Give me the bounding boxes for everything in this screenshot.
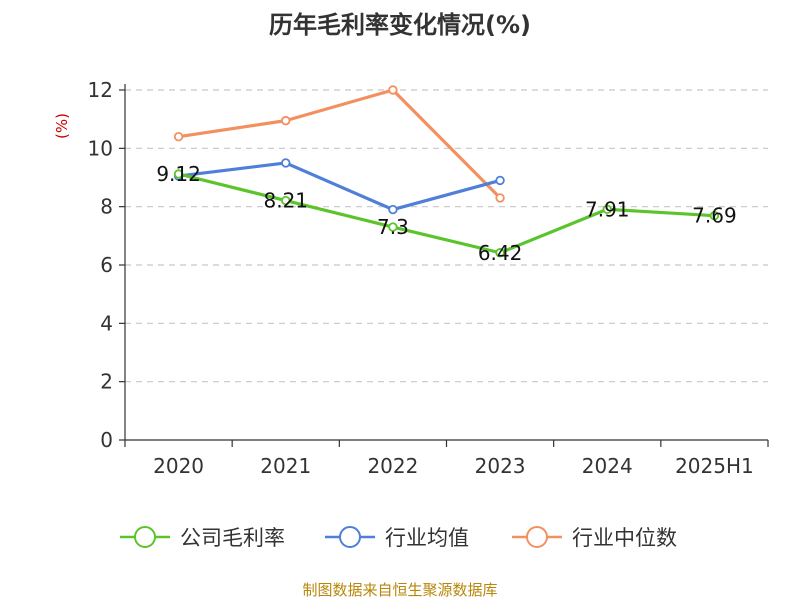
- x-tick-label: 2024: [582, 454, 633, 478]
- x-tick-label: 2021: [260, 454, 311, 478]
- legend-swatch-marker: [134, 526, 156, 548]
- series-line: [178, 172, 715, 255]
- source-note: 制图数据来自恒生聚源数据库: [302, 581, 497, 599]
- legend-swatch-marker: [339, 526, 361, 548]
- data-point: [709, 211, 720, 221]
- data-point: [281, 115, 291, 126]
- x-tick-label: 2025H1: [675, 454, 754, 478]
- series-group: [173, 85, 720, 258]
- gridlines: [125, 89, 768, 383]
- y-tick-label: 4: [100, 311, 113, 335]
- y-tick-label: 0: [100, 428, 113, 452]
- y-tick-label: 6: [100, 253, 113, 277]
- y-tick-label: 2: [100, 370, 113, 394]
- series-line: [178, 161, 501, 212]
- x-tick-labels: 2020 2021 2022 2023 2024 2025H1: [153, 454, 754, 478]
- data-point: [495, 193, 505, 203]
- y-axis-label: (%): [53, 113, 71, 139]
- y-tick-label: 8: [100, 195, 113, 219]
- data-point: [495, 175, 505, 186]
- y-tick-label: 12: [88, 78, 113, 102]
- data-label: 9.12: [156, 162, 201, 186]
- data-point: [495, 248, 505, 258]
- series-1: [173, 169, 720, 258]
- y-tick-labels: 0 2 4 6 8 10 12: [88, 78, 113, 452]
- legend-item-3: 行业中位数: [512, 526, 677, 550]
- data-label: 7.91: [585, 197, 630, 221]
- legend-label: 行业均值: [385, 526, 469, 550]
- x-tick-label: 2022: [367, 454, 418, 478]
- axes: [119, 84, 769, 447]
- legend-swatch-marker: [526, 526, 548, 548]
- chart-title: 历年毛利率变化情况(%): [269, 11, 531, 39]
- data-point: [173, 131, 184, 142]
- data-point: [388, 204, 398, 215]
- y-tick-label: 10: [88, 136, 113, 160]
- data-point: [602, 204, 612, 214]
- legend-item-1: 公司毛利率: [120, 526, 285, 550]
- x-tick-label: 2020: [153, 454, 204, 478]
- data-label: 7.69: [692, 204, 737, 228]
- data-point: [388, 85, 398, 95]
- data-point: [281, 158, 291, 168]
- data-label: 6.42: [478, 241, 523, 265]
- series-3: [173, 85, 505, 203]
- data-label: 8.21: [263, 189, 308, 213]
- data-label: 7.3: [377, 215, 409, 239]
- data-point: [173, 169, 184, 179]
- legend-item-2: 行业均值: [325, 526, 469, 550]
- legend-label: 公司毛利率: [180, 526, 285, 550]
- legend: 公司毛利率 行业均值 行业中位数: [120, 526, 677, 550]
- series-line: [178, 88, 502, 200]
- data-point: [281, 195, 291, 206]
- data-labels: 9.12 8.21 7.3 6.42 7.91 7.69: [156, 162, 736, 265]
- x-tick-label: 2023: [475, 454, 526, 478]
- legend-label: 行业中位数: [572, 526, 677, 550]
- data-point: [388, 222, 398, 232]
